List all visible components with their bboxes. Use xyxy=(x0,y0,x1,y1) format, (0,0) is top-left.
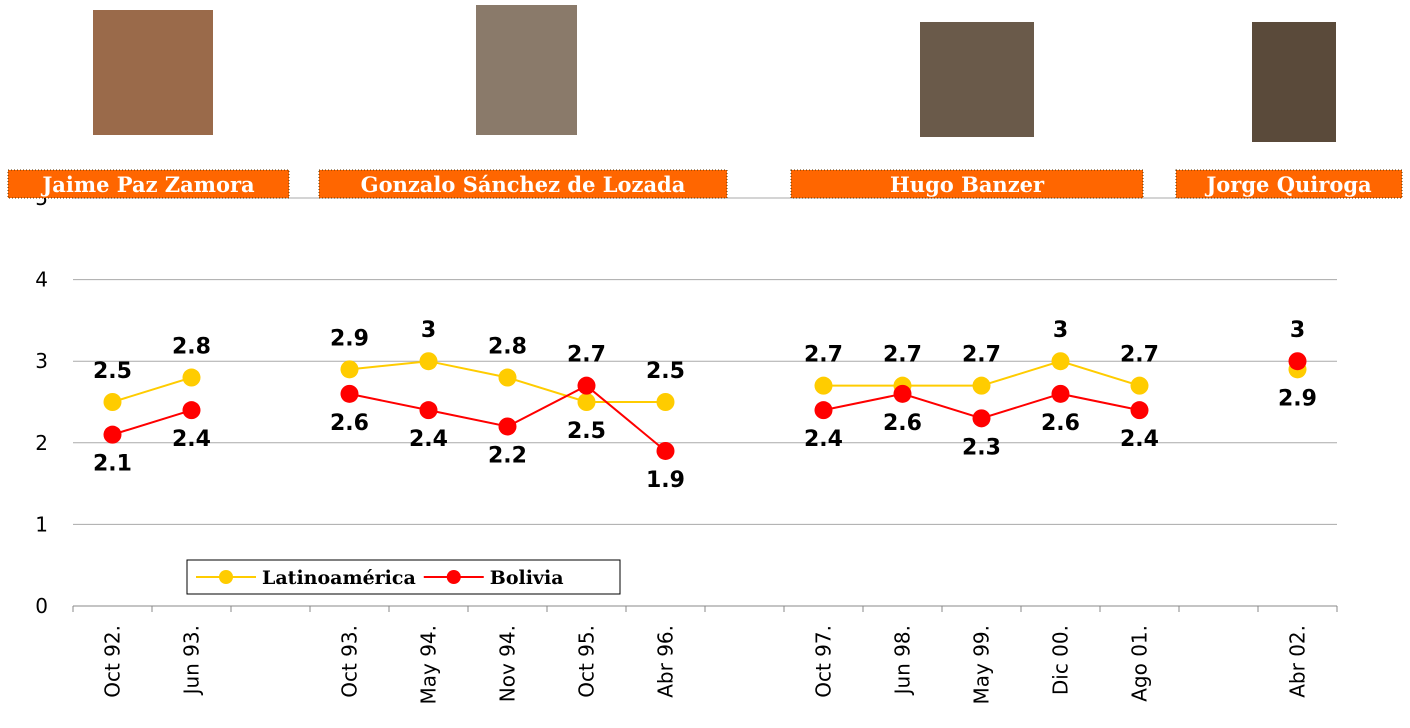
y-tick-label: 2 xyxy=(35,431,48,455)
president-name: Gonzalo Sánchez de Lozada xyxy=(361,172,686,197)
value-label: 3 xyxy=(1290,318,1305,343)
president-name: Jorge Quiroga xyxy=(1204,172,1372,197)
x-tick-label: Oct 95. xyxy=(575,625,599,698)
marker xyxy=(1052,352,1070,370)
legend-label: Latinoamérica xyxy=(262,567,416,589)
value-label: 2.7 xyxy=(883,343,922,368)
value-label: 2.7 xyxy=(567,343,606,368)
legend-label: Bolivia xyxy=(490,567,564,589)
value-label: 2.3 xyxy=(962,435,1001,460)
marker xyxy=(1131,377,1149,395)
marker xyxy=(1289,352,1307,370)
value-label: 2.4 xyxy=(804,427,843,452)
x-tick-label: Abr 96. xyxy=(654,625,678,698)
marker xyxy=(183,401,201,419)
value-label: 2.1 xyxy=(93,452,132,477)
y-tick-label: 0 xyxy=(35,594,48,618)
x-tick-label: Oct 97. xyxy=(812,625,836,698)
value-label: 2.7 xyxy=(962,343,1001,368)
value-label: 2.8 xyxy=(488,335,527,360)
president-name: Hugo Banzer xyxy=(890,172,1045,197)
president-boxes: Jaime Paz Zamora Gonzalo Sánchez de Lozad… xyxy=(8,170,1402,198)
photo xyxy=(476,5,577,135)
marker xyxy=(499,369,517,387)
x-tick-label: Oct 92. xyxy=(101,625,125,698)
plot-area: 012345Oct 92.Jun 93.Oct 93.May 94.Nov 94… xyxy=(35,186,1337,705)
value-label: 2.8 xyxy=(172,335,211,360)
value-label: 2.4 xyxy=(409,427,448,452)
x-tick-label: Oct 93. xyxy=(338,625,362,698)
marker xyxy=(657,393,675,411)
x-tick-label: May 99. xyxy=(970,625,994,705)
marker xyxy=(973,377,991,395)
value-label: 2.7 xyxy=(804,343,843,368)
marker xyxy=(341,360,359,378)
y-tick-label: 1 xyxy=(35,512,48,536)
marker xyxy=(578,393,596,411)
marker xyxy=(894,385,912,403)
value-label: 2.2 xyxy=(488,443,527,468)
value-label: 3 xyxy=(1053,318,1068,343)
value-label: 2.6 xyxy=(330,411,369,436)
value-label: 2.7 xyxy=(1120,343,1159,368)
value-label: 2.5 xyxy=(646,359,685,384)
marker xyxy=(578,377,596,395)
marker xyxy=(341,385,359,403)
value-label: 2.5 xyxy=(567,419,606,444)
marker xyxy=(973,409,991,427)
y-tick-label: 4 xyxy=(35,268,48,292)
legend-marker xyxy=(447,570,461,584)
value-label: 2.4 xyxy=(1120,427,1159,452)
legend-marker xyxy=(219,570,233,584)
x-tick-label: Abr 02. xyxy=(1286,625,1310,698)
value-label: 1.9 xyxy=(646,468,685,493)
x-tick-label: Nov 94. xyxy=(496,625,520,702)
x-tick-label: Jun 98. xyxy=(891,625,915,696)
x-tick-label: Jun 93. xyxy=(180,625,204,696)
marker xyxy=(420,352,438,370)
marker xyxy=(420,401,438,419)
photo xyxy=(920,22,1034,137)
photo xyxy=(93,10,213,135)
value-label: 2.6 xyxy=(1041,411,1080,436)
marker xyxy=(104,393,122,411)
x-tick-label: May 94. xyxy=(417,625,441,705)
marker xyxy=(1052,385,1070,403)
marker xyxy=(104,426,122,444)
marker xyxy=(815,401,833,419)
photo xyxy=(1252,22,1336,142)
marker xyxy=(1131,401,1149,419)
value-label: 2.9 xyxy=(330,326,369,351)
x-tick-label: Dic 00. xyxy=(1049,625,1073,695)
value-label: 3 xyxy=(421,318,436,343)
chart: 012345Oct 92.Jun 93.Oct 93.May 94.Nov 94… xyxy=(0,0,1410,728)
value-label: 2.9 xyxy=(1278,386,1317,411)
legend: Latinoamérica Bolivia xyxy=(187,560,620,594)
x-tick-label: Ago 01. xyxy=(1128,625,1152,702)
y-tick-label: 3 xyxy=(35,349,48,373)
value-label: 2.6 xyxy=(883,411,922,436)
marker xyxy=(499,417,517,435)
value-label: 2.5 xyxy=(93,359,132,384)
value-label: 2.4 xyxy=(172,427,211,452)
president-name: Jaime Paz Zamora xyxy=(40,172,255,197)
marker xyxy=(183,369,201,387)
marker xyxy=(657,442,675,460)
marker xyxy=(815,377,833,395)
